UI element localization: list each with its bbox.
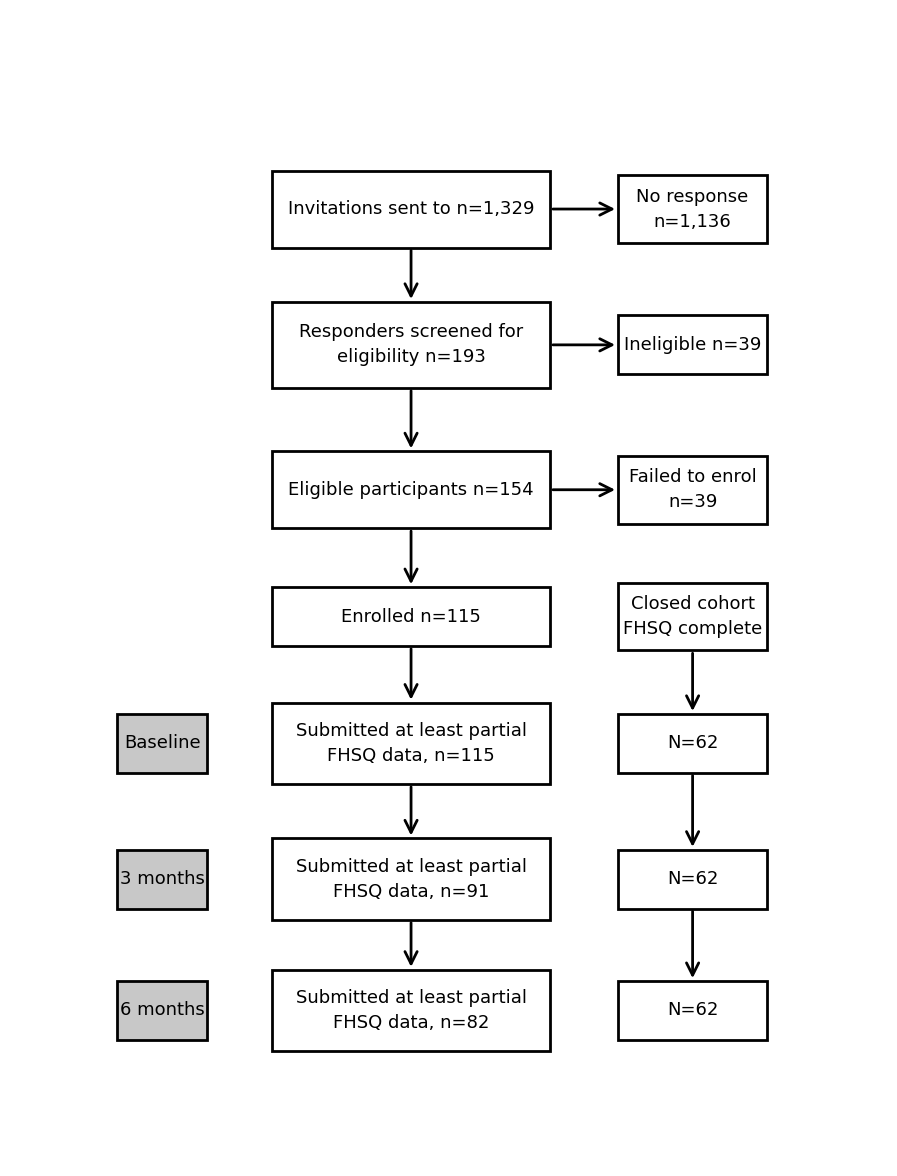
Text: Submitted at least partial
FHSQ data, n=91: Submitted at least partial FHSQ data, n=… xyxy=(295,857,527,901)
Text: Eligible participants n=154: Eligible participants n=154 xyxy=(288,481,534,499)
FancyBboxPatch shape xyxy=(272,838,550,920)
Text: N=62: N=62 xyxy=(666,870,718,888)
FancyBboxPatch shape xyxy=(272,702,550,784)
Text: N=62: N=62 xyxy=(666,1002,718,1020)
FancyBboxPatch shape xyxy=(117,981,207,1040)
Text: 3 months: 3 months xyxy=(119,870,205,888)
FancyBboxPatch shape xyxy=(618,981,767,1040)
FancyBboxPatch shape xyxy=(117,850,207,909)
FancyBboxPatch shape xyxy=(272,587,550,646)
FancyBboxPatch shape xyxy=(618,175,767,243)
FancyBboxPatch shape xyxy=(618,850,767,909)
FancyBboxPatch shape xyxy=(618,582,767,650)
FancyBboxPatch shape xyxy=(272,302,550,388)
FancyBboxPatch shape xyxy=(272,452,550,528)
Text: N=62: N=62 xyxy=(666,734,718,753)
Text: Invitations sent to n=1,329: Invitations sent to n=1,329 xyxy=(288,200,535,218)
FancyBboxPatch shape xyxy=(272,970,550,1051)
Text: Submitted at least partial
FHSQ data, n=82: Submitted at least partial FHSQ data, n=… xyxy=(295,989,527,1031)
Text: Failed to enrol
n=39: Failed to enrol n=39 xyxy=(629,468,756,512)
FancyBboxPatch shape xyxy=(618,456,767,523)
Text: 6 months: 6 months xyxy=(120,1002,205,1020)
Text: Responders screened for
eligibility n=193: Responders screened for eligibility n=19… xyxy=(299,323,523,367)
FancyBboxPatch shape xyxy=(618,315,767,374)
Text: Baseline: Baseline xyxy=(124,734,201,753)
Text: Ineligible n=39: Ineligible n=39 xyxy=(624,336,762,354)
FancyBboxPatch shape xyxy=(272,171,550,247)
Text: Submitted at least partial
FHSQ data, n=115: Submitted at least partial FHSQ data, n=… xyxy=(295,722,527,764)
Text: Enrolled n=115: Enrolled n=115 xyxy=(341,608,481,626)
FancyBboxPatch shape xyxy=(618,714,767,773)
FancyBboxPatch shape xyxy=(117,714,207,773)
Text: No response
n=1,136: No response n=1,136 xyxy=(637,187,749,230)
Text: Closed cohort
FHSQ complete: Closed cohort FHSQ complete xyxy=(623,595,762,639)
